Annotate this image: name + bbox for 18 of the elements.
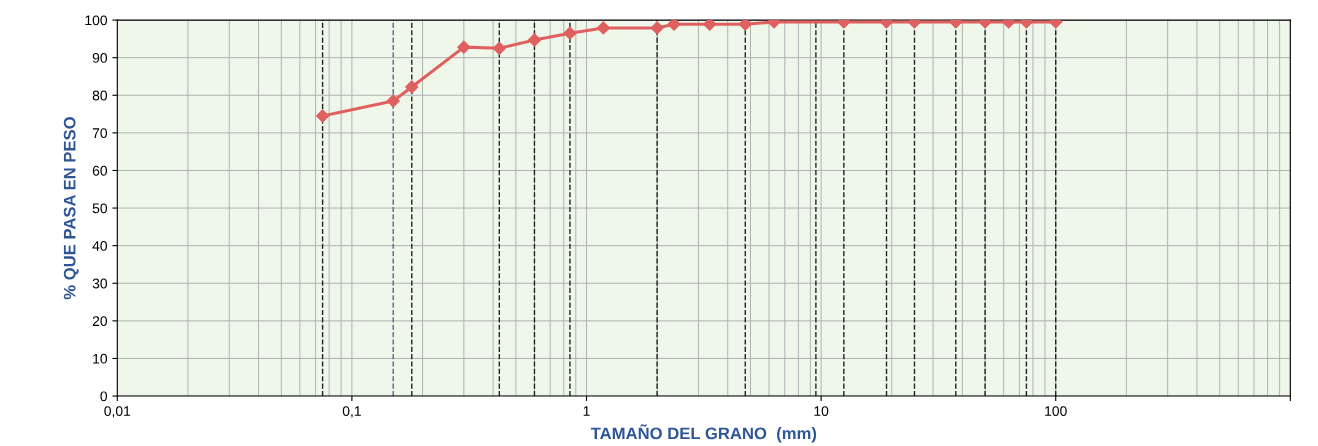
y-tick-label: 30 xyxy=(92,278,108,289)
y-tick-label: 50 xyxy=(92,203,108,214)
x-tick-label: 10 xyxy=(814,406,829,416)
y-tick-label: 100 xyxy=(85,15,108,26)
y-tick-label: 20 xyxy=(92,316,108,327)
x-axis-title: TAMAÑO DEL GRANO (mm) xyxy=(590,424,817,443)
y-tick-label: 90 xyxy=(92,53,108,63)
y-tick-label: 0 xyxy=(100,391,108,402)
y-tick-label: 40 xyxy=(92,240,108,251)
y-axis-title: % QUE PASA EN PESO xyxy=(63,117,79,300)
x-tick-label: 100 xyxy=(1045,406,1067,416)
y-tick-label: 80 xyxy=(92,90,108,101)
y-tick-label: 10 xyxy=(93,353,108,364)
x-tick-label: 0,1 xyxy=(342,406,361,418)
x-tick-label: 0,01 xyxy=(104,406,131,418)
x-tick-label: 1 xyxy=(583,406,590,416)
y-tick-label: 60 xyxy=(92,165,108,176)
y-tick-label: 70 xyxy=(92,128,108,139)
